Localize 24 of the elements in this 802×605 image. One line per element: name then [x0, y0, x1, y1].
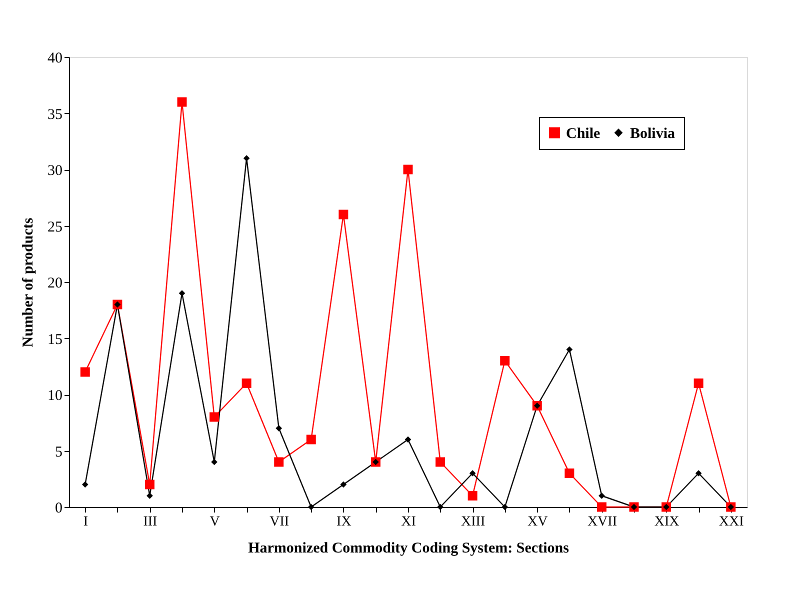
x-tick-label: I — [83, 514, 88, 530]
x-tick-label: XIII — [461, 514, 486, 530]
legend-label: Bolivia — [630, 126, 676, 142]
y-tick-label: 35 — [48, 106, 62, 123]
y-tick-label: 5 — [55, 444, 62, 460]
y-tick-label: 15 — [48, 332, 62, 348]
x-tick-label: XIX — [654, 514, 680, 530]
y-tick-label: 0 — [55, 500, 62, 516]
x-tick-label: XI — [401, 514, 416, 530]
y-tick-label: 25 — [48, 219, 62, 236]
y-tick-label: 10 — [48, 388, 62, 404]
x-tick-label: IX — [336, 514, 352, 530]
x-tick-label: XV — [528, 514, 548, 530]
legend-label: Chile — [566, 126, 601, 142]
x-tick-label: V — [210, 514, 220, 530]
y-axis-title: Number of products — [20, 218, 36, 348]
y-tick-label: 30 — [48, 163, 62, 179]
x-tick-label: III — [143, 514, 158, 530]
y-tick-label: 40 — [48, 50, 62, 66]
x-tick-label: XVII — [587, 514, 618, 530]
x-tick-label: VII — [270, 514, 290, 530]
y-tick-label: 20 — [48, 276, 62, 292]
x-tick-label: XXI — [718, 514, 744, 530]
x-axis-title: Harmonized Commodity Coding System: Sections — [248, 540, 570, 556]
